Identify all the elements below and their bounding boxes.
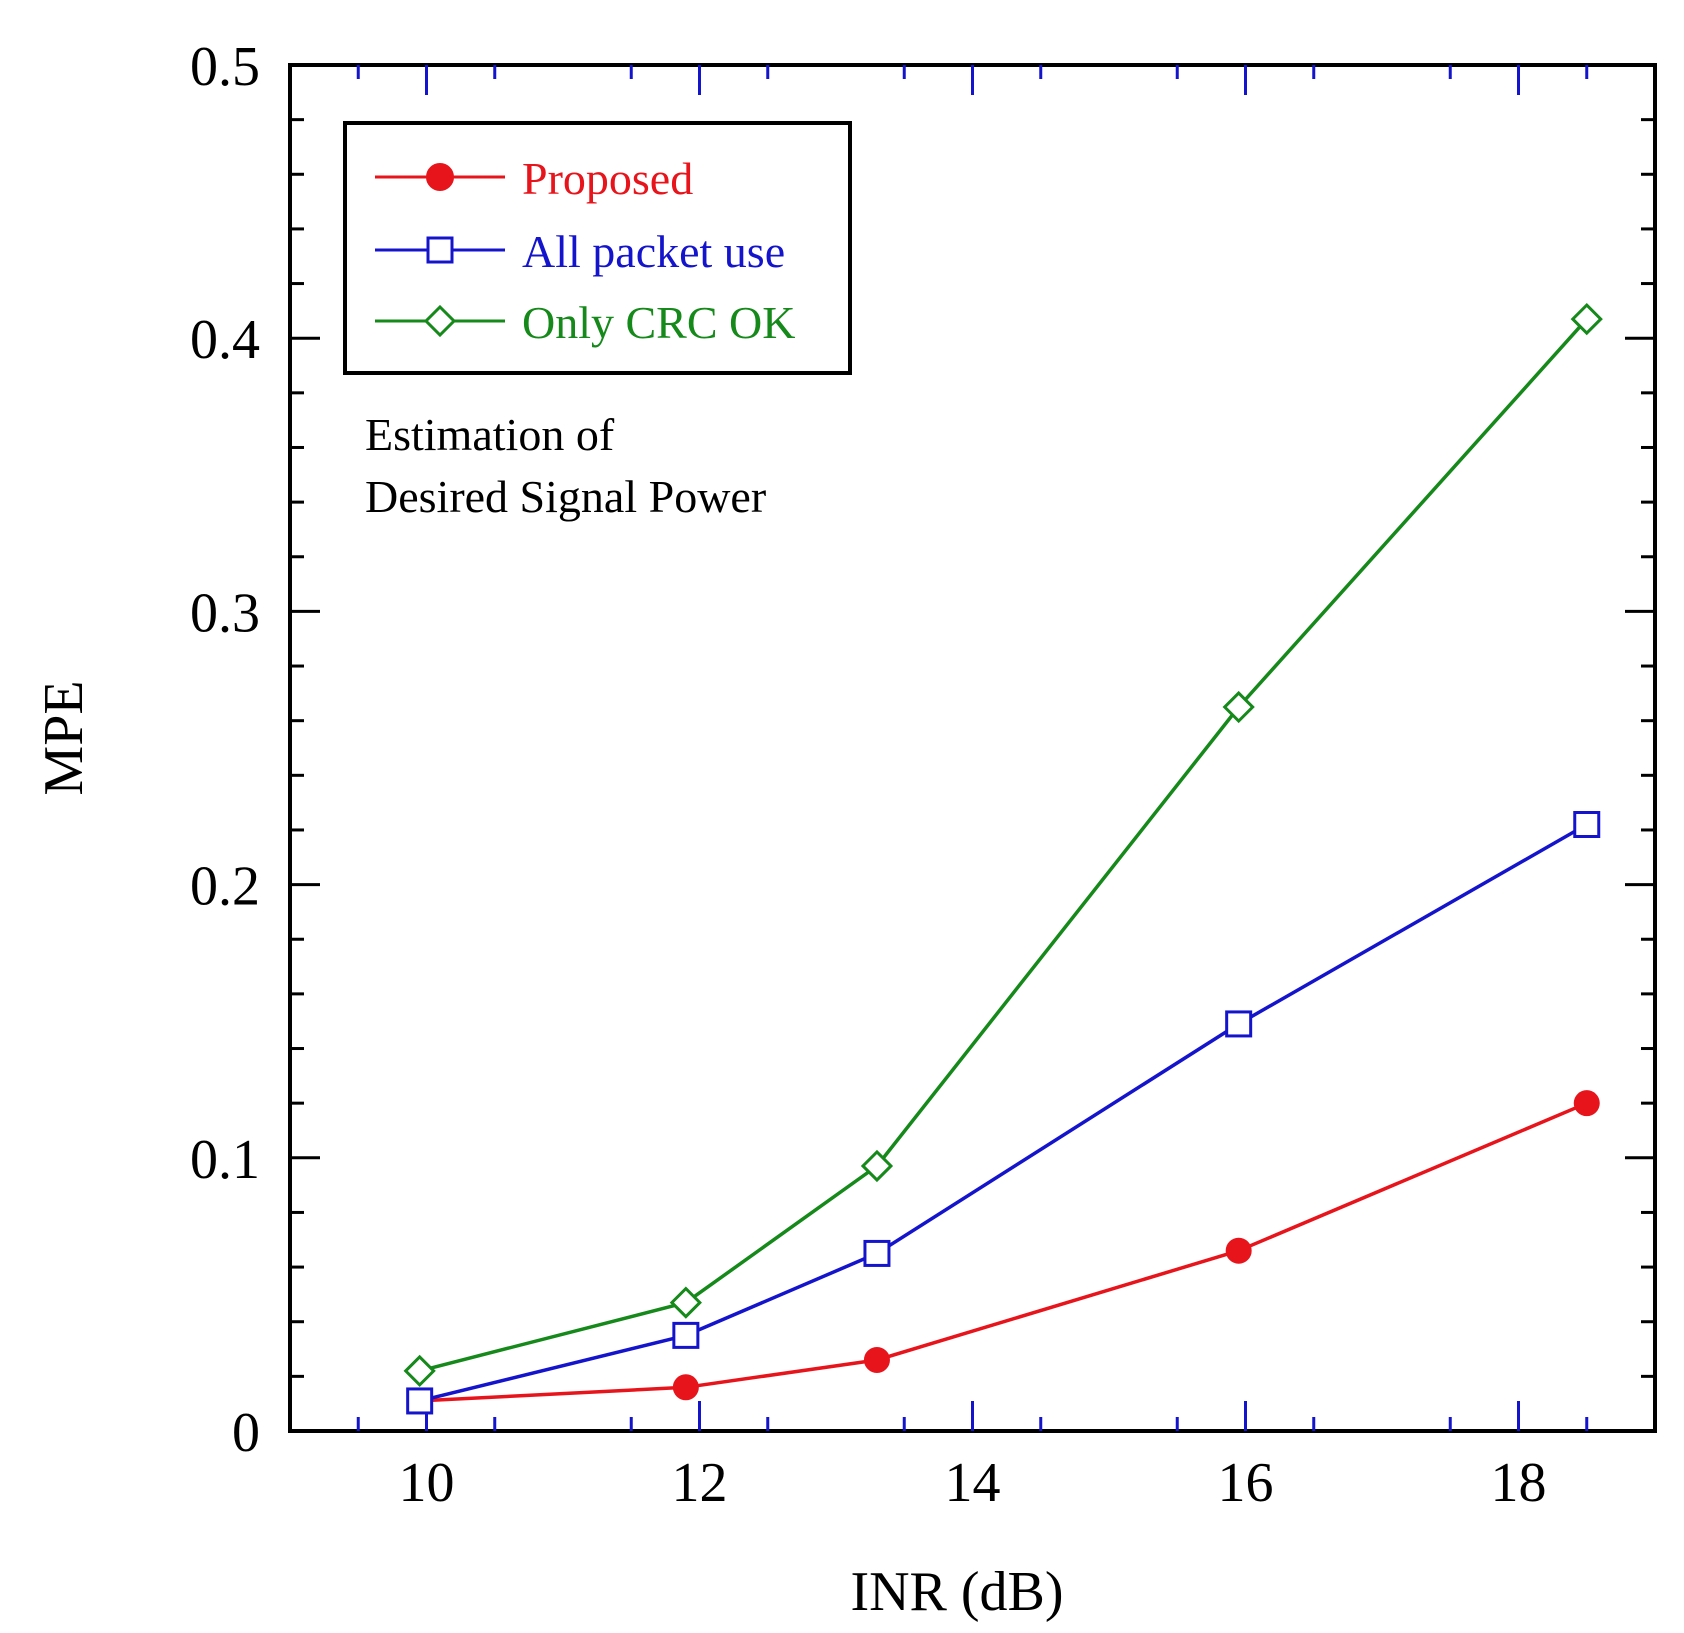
y-tick-labels: 0 0.1 0.2 0.3 0.4 0.5 xyxy=(190,36,260,1464)
data-point-only-crc-ok xyxy=(1570,302,1603,336)
data-point-only-crc-ok xyxy=(669,1286,702,1319)
data-point-all-packet-use xyxy=(1573,810,1601,838)
annotation-line-1: Estimation of xyxy=(365,409,615,460)
annotation-line-2: Desired Signal Power xyxy=(365,471,766,522)
y-tick-label: 0.2 xyxy=(190,856,260,918)
legend-entry-proposed: Proposed xyxy=(375,153,693,204)
legend-label-all-packet-use: All packet use xyxy=(522,226,785,277)
legend: Proposed All packet use Only CRC OK xyxy=(343,121,852,375)
legend-label-proposed: Proposed xyxy=(522,153,693,204)
data-point-all-packet-use xyxy=(863,1239,891,1267)
x-tick-label: 10 xyxy=(399,1452,455,1514)
series-all-packet-use xyxy=(406,810,1601,1415)
data-point-only-crc-ok xyxy=(860,1149,894,1183)
data-point-proposed xyxy=(672,1374,699,1401)
y-tick-label: 0 xyxy=(232,1402,260,1464)
x-tick-labels: 10 12 14 16 18 xyxy=(399,1452,1547,1514)
y-tick-label: 0.4 xyxy=(190,309,260,371)
series-only-crc-ok xyxy=(403,302,1603,1388)
data-point-all-packet-use xyxy=(406,1387,434,1415)
x-axis-label: INR (dB) xyxy=(850,1561,1063,1623)
y-tick-label: 0.3 xyxy=(190,582,260,644)
data-point-proposed xyxy=(1225,1237,1252,1264)
y-tick-label: 0.5 xyxy=(190,36,260,98)
series-line-all-packet-use xyxy=(419,822,1588,1403)
data-point-proposed xyxy=(1573,1090,1600,1117)
x-tick-label: 16 xyxy=(1218,1452,1274,1514)
y-axis-label: MPE xyxy=(33,680,95,795)
data-point-proposed xyxy=(863,1346,890,1373)
data-point-all-packet-use xyxy=(672,1321,700,1349)
legend-entry-all-packet-use: All packet use xyxy=(375,226,785,277)
legend-label-only-crc-ok: Only CRC OK xyxy=(522,297,795,348)
x-tick-label: 12 xyxy=(672,1452,728,1514)
annotation-estimation: Estimation of Desired Signal Power xyxy=(365,409,766,522)
data-point-only-crc-ok xyxy=(403,1354,436,1388)
x-tick-label: 14 xyxy=(945,1452,1001,1514)
data-point-only-crc-ok xyxy=(1222,690,1255,724)
series-proposed xyxy=(406,1090,1600,1414)
legend-entry-only-crc-ok: Only CRC OK xyxy=(375,297,795,348)
data-point-all-packet-use xyxy=(1225,1010,1253,1038)
y-tick-label: 0.1 xyxy=(190,1129,260,1191)
legend-marker-proposed xyxy=(426,163,454,191)
minor-ticks xyxy=(290,65,1655,1431)
legend-marker-all-packet-use xyxy=(426,236,454,264)
series-group xyxy=(403,302,1603,1415)
x-tick-label: 18 xyxy=(1491,1452,1547,1514)
legend-marker-only-crc-ok xyxy=(423,304,457,338)
